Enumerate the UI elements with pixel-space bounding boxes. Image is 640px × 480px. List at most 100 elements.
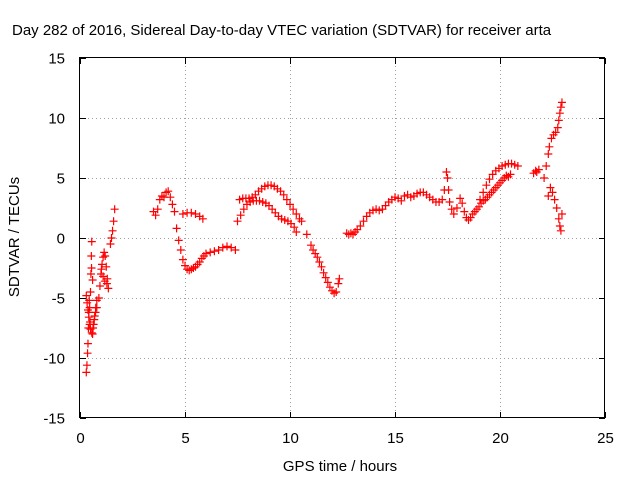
- x-tick-label: 20: [492, 430, 509, 447]
- data-point: [554, 116, 563, 125]
- data-point: [170, 207, 179, 216]
- data-point: [556, 103, 565, 112]
- x-axis-label: GPS time / hours: [283, 458, 397, 475]
- data-point: [397, 196, 406, 205]
- axis-ticks: [80, 58, 606, 419]
- data-point: [106, 240, 115, 248]
- x-tick-label: 0: [76, 430, 84, 447]
- data-point: [452, 204, 461, 212]
- data-point: [239, 205, 248, 214]
- data-point: [550, 195, 559, 204]
- data-point: [168, 200, 177, 209]
- data-point: [359, 217, 368, 226]
- data-point: [82, 361, 91, 370]
- data-point: [286, 200, 294, 209]
- data-point: [292, 210, 301, 218]
- data-point: [302, 230, 311, 239]
- data-point: [100, 248, 109, 257]
- data-point: [153, 205, 162, 214]
- data-point: [178, 210, 187, 218]
- y-tick-label: 5: [57, 171, 65, 188]
- x-tick-label: 25: [597, 430, 614, 447]
- data-point: [313, 253, 322, 262]
- data-point: [223, 242, 231, 251]
- chart-title: Day 282 of 2016, Sidereal Day-to-day VTE…: [12, 22, 552, 39]
- data-point: [191, 210, 200, 218]
- data-point: [90, 312, 99, 320]
- x-axis-tick-labels: 0 5 10 15 20 25: [76, 430, 614, 447]
- data-point: [88, 276, 97, 284]
- y-axis-tick-labels: -15 -10 -5 0 5 10 15: [43, 51, 65, 428]
- data-point: [554, 214, 563, 223]
- data-point: [540, 174, 549, 182]
- y-tick-label: -5: [52, 291, 65, 308]
- data-point: [166, 193, 175, 202]
- data-point: [332, 288, 341, 296]
- y-tick-label: 15: [48, 51, 65, 68]
- data-point: [101, 252, 110, 260]
- data-point: [178, 255, 187, 264]
- data-point: [447, 205, 456, 214]
- data-point: [534, 165, 543, 174]
- data-point: [279, 190, 288, 199]
- data-point: [356, 222, 365, 230]
- data-point: [151, 211, 160, 220]
- data-point: [87, 237, 96, 246]
- y-tick-label: 10: [48, 111, 65, 128]
- data-point: [187, 208, 196, 217]
- grid-lines: [80, 58, 605, 418]
- x-tick-label: 15: [387, 430, 404, 447]
- data-point: [479, 188, 488, 197]
- data-point: [555, 109, 564, 118]
- data-point: [108, 226, 117, 235]
- data-point: [95, 282, 104, 290]
- data-point: [544, 150, 553, 158]
- data-point: [202, 249, 210, 258]
- data-point: [546, 183, 555, 192]
- data-point: [87, 328, 96, 337]
- data-point: [104, 284, 113, 293]
- data-point: [227, 243, 236, 252]
- data-point: [94, 294, 103, 302]
- data-point: [307, 241, 315, 250]
- data-point: [443, 174, 452, 182]
- data-point: [206, 248, 215, 257]
- data-point: [442, 168, 451, 176]
- data-point: [98, 260, 107, 269]
- data-point: [176, 246, 185, 254]
- data-point: [82, 368, 91, 377]
- y-tick-label: -15: [43, 411, 65, 428]
- data-point: [506, 170, 515, 179]
- y-tick-label: 0: [57, 231, 65, 248]
- data-point: [91, 303, 100, 312]
- data-point: [548, 188, 557, 197]
- data-point: [319, 268, 328, 277]
- plot-frame: [79, 57, 605, 418]
- data-point: [557, 210, 566, 218]
- data-point: [87, 264, 96, 272]
- data-point: [233, 217, 242, 226]
- data-point: [456, 194, 465, 203]
- data-point: [513, 162, 522, 170]
- x-tick-label: 10: [282, 430, 299, 447]
- data-point: [110, 205, 119, 214]
- data-point: [83, 339, 92, 348]
- data-point: [83, 306, 92, 314]
- data-point: [172, 224, 181, 233]
- data-point: [107, 234, 116, 242]
- data-point: [335, 274, 344, 283]
- data-point: [109, 217, 118, 226]
- data-point: [210, 247, 219, 256]
- data-points: [82, 98, 566, 377]
- data-point: [282, 195, 291, 204]
- data-point: [236, 211, 245, 220]
- data-point: [102, 262, 111, 271]
- data-point: [321, 273, 330, 282]
- data-point: [315, 258, 324, 266]
- data-point: [458, 199, 467, 208]
- y-axis-label: SDTVAR / TECUs: [6, 177, 23, 297]
- data-point: [198, 214, 207, 223]
- data-point: [476, 195, 485, 204]
- data-point: [289, 205, 298, 214]
- data-point: [99, 272, 108, 281]
